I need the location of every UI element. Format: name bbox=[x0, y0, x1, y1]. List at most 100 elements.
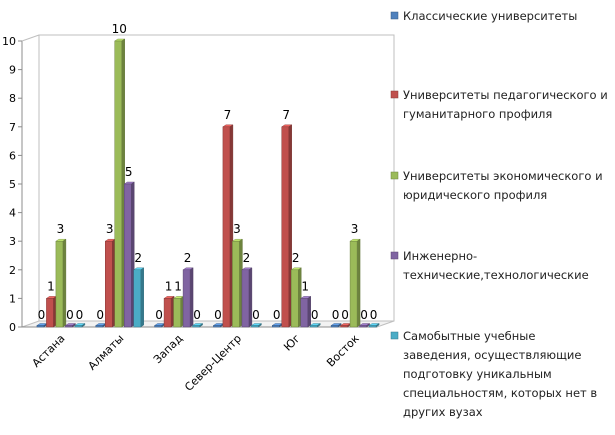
legend-label: Университеты экономического и bbox=[403, 169, 603, 183]
bar bbox=[123, 181, 135, 328]
x-tick-label: Алматы bbox=[86, 332, 127, 373]
y-axis-depth-line bbox=[21, 34, 40, 42]
x-tick-label: Юг bbox=[281, 332, 303, 354]
data-label: 0 bbox=[252, 308, 260, 322]
legend-label: подготовку уникальным bbox=[403, 367, 552, 381]
y-tick-label: 0 bbox=[9, 321, 16, 334]
y-tick-label: 2 bbox=[9, 264, 16, 277]
bar bbox=[191, 323, 204, 328]
bar bbox=[330, 323, 342, 328]
bar bbox=[250, 323, 263, 328]
x-tick-label: Запад bbox=[151, 332, 185, 366]
x-tick-label: Восток bbox=[324, 332, 362, 370]
data-label: 0 bbox=[311, 308, 319, 322]
bar-front bbox=[232, 240, 240, 328]
bar-front bbox=[213, 325, 221, 328]
legend-swatch bbox=[390, 251, 399, 260]
data-label: 0 bbox=[360, 308, 368, 322]
bar bbox=[349, 238, 361, 328]
bar-front bbox=[272, 325, 280, 328]
y-tick-label: 4 bbox=[9, 207, 16, 220]
data-label: 5 bbox=[125, 165, 133, 179]
bar-front bbox=[330, 325, 339, 328]
legend-swatch bbox=[390, 11, 399, 20]
bar-front bbox=[105, 240, 113, 328]
bar-front bbox=[310, 325, 318, 328]
data-label: 0 bbox=[341, 308, 349, 322]
y-tick-label: 8 bbox=[9, 92, 16, 105]
legend-label: гуманитарного профиля bbox=[403, 107, 552, 121]
legend-label: специальностям, которых нет в bbox=[403, 386, 597, 400]
legend-label: Самобытные учебные bbox=[403, 329, 535, 343]
bar-front bbox=[36, 325, 45, 328]
bar bbox=[231, 238, 244, 328]
bar-front bbox=[300, 298, 308, 328]
bar-front bbox=[182, 269, 191, 328]
bar bbox=[222, 124, 234, 328]
data-label: 2 bbox=[134, 251, 142, 265]
y-tick-label: 3 bbox=[9, 235, 16, 248]
bar bbox=[163, 296, 175, 328]
data-label: 1 bbox=[165, 279, 173, 293]
legend-label: юридического профиля bbox=[403, 188, 547, 202]
data-label: 2 bbox=[292, 251, 300, 265]
data-label: 0 bbox=[273, 308, 281, 322]
legend-swatch bbox=[390, 331, 399, 340]
bar-front bbox=[46, 298, 54, 328]
bar-front bbox=[173, 298, 181, 328]
data-label: 0 bbox=[193, 308, 201, 322]
bar bbox=[74, 323, 86, 328]
data-label: 2 bbox=[184, 251, 192, 265]
chart-bars bbox=[36, 38, 380, 328]
bar-front bbox=[114, 40, 122, 328]
data-label: 3 bbox=[351, 222, 359, 236]
legend-swatch bbox=[390, 90, 399, 99]
bar-front bbox=[74, 325, 83, 328]
bar bbox=[368, 323, 380, 328]
legend-label: заведения, осуществляющие bbox=[403, 348, 581, 362]
y-tick-label: 5 bbox=[9, 178, 16, 191]
legend-label: других вузах bbox=[403, 405, 483, 419]
y-tick-label: 9 bbox=[9, 64, 16, 77]
bar-front bbox=[349, 240, 358, 328]
data-label: 0 bbox=[76, 308, 84, 322]
x-tick-label: Север-Центр bbox=[182, 332, 244, 394]
data-label: 0 bbox=[214, 308, 222, 322]
bar bbox=[114, 38, 126, 328]
data-label: 2 bbox=[243, 251, 251, 265]
bar bbox=[182, 267, 194, 328]
y-tick-label: 10 bbox=[2, 35, 16, 48]
data-label: 0 bbox=[38, 308, 46, 322]
bar bbox=[104, 238, 116, 328]
data-label: 3 bbox=[57, 222, 65, 236]
data-label: 7 bbox=[282, 108, 290, 122]
bar bbox=[45, 296, 58, 328]
bar bbox=[290, 267, 302, 328]
data-label: 7 bbox=[224, 108, 232, 122]
bar-front bbox=[359, 325, 367, 328]
bar-front bbox=[124, 183, 132, 328]
data-label: 1 bbox=[301, 279, 309, 293]
x-tick-label: Астана bbox=[30, 332, 68, 370]
legend-label: Инженерно- bbox=[403, 249, 477, 263]
bar bbox=[133, 267, 145, 328]
bar-front bbox=[133, 269, 141, 328]
bar-front bbox=[251, 325, 259, 328]
y-tick-label: 7 bbox=[9, 121, 16, 134]
y-tick-label: 1 bbox=[9, 292, 16, 305]
data-label: 1 bbox=[47, 279, 55, 293]
bar-front bbox=[192, 325, 200, 328]
bar-front bbox=[222, 126, 231, 328]
chart-back-wall bbox=[21, 34, 395, 328]
bar-front bbox=[281, 126, 289, 328]
data-label: 3 bbox=[106, 222, 114, 236]
chart-legend: Классические университеты Университеты пе… bbox=[390, 9, 608, 419]
data-label: 0 bbox=[66, 308, 74, 322]
bar bbox=[172, 296, 185, 328]
legend-label: технические,технологические bbox=[403, 268, 589, 282]
bar-front bbox=[65, 325, 73, 328]
bar-front bbox=[154, 325, 162, 328]
